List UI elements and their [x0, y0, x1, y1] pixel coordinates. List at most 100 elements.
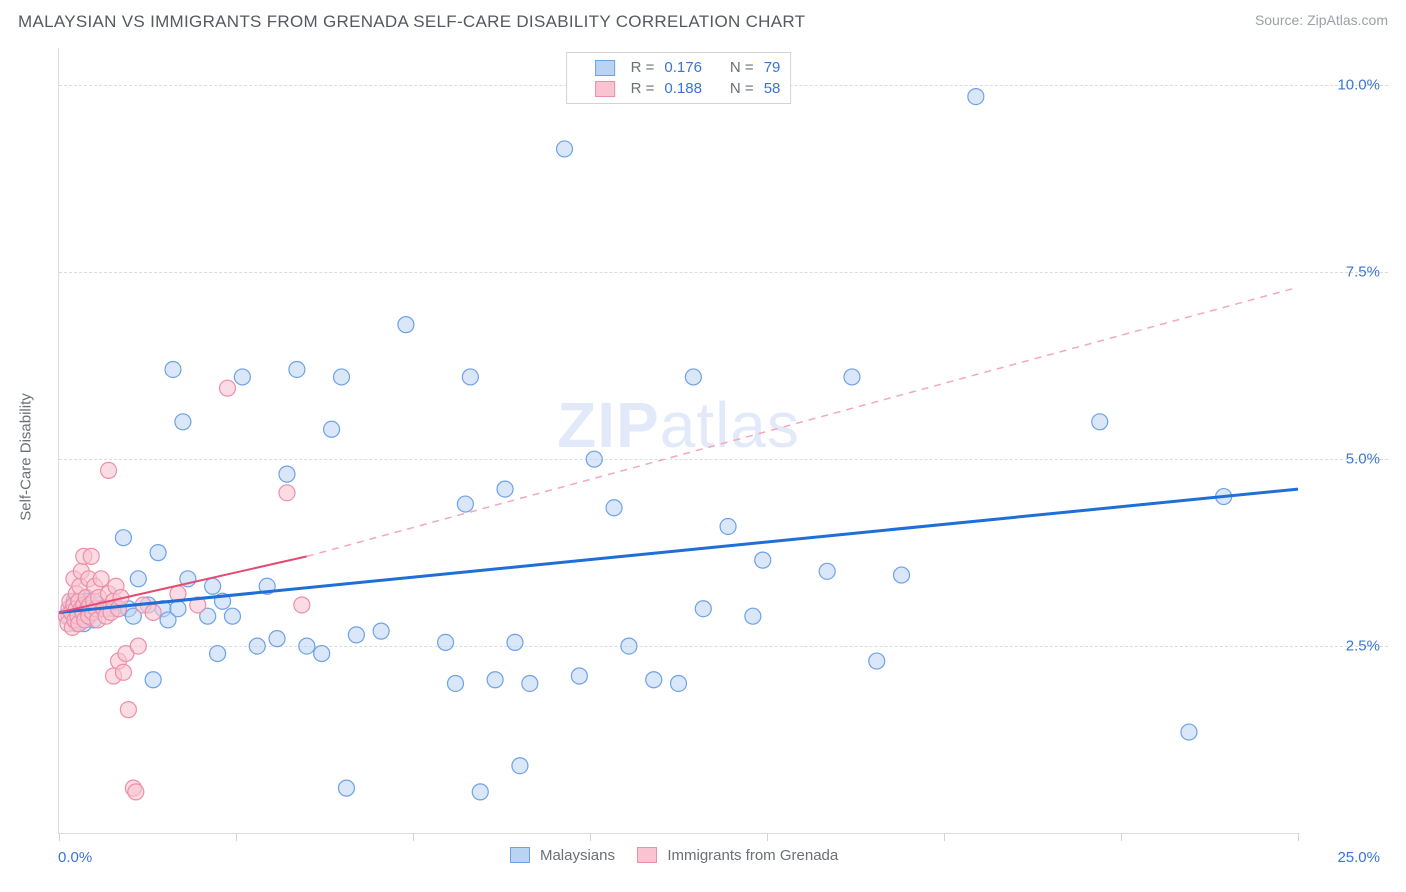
plot-area: ZIPatlas R = 0.176 N = 79 R = 0.188 N = [58, 48, 1298, 834]
y-tick-label: 5.0% [1346, 451, 1380, 468]
data-point [314, 646, 330, 662]
data-point [289, 361, 305, 377]
data-point [324, 421, 340, 437]
data-point [586, 451, 602, 467]
trend-line-series2-dashed [307, 287, 1298, 556]
r-value-2: 0.188 [664, 80, 702, 97]
data-point [128, 784, 144, 800]
legend-row-2: R = 0.188 N = 58 [577, 78, 781, 99]
data-point [685, 369, 701, 385]
data-point [755, 552, 771, 568]
data-point [745, 608, 761, 624]
y-axis-label: Self-Care Disability [18, 393, 35, 521]
data-point [234, 369, 250, 385]
data-point [150, 545, 166, 561]
r-value-1: 0.176 [664, 59, 702, 76]
data-point [462, 369, 478, 385]
x-tick [1121, 833, 1122, 841]
x-tick [59, 833, 60, 841]
swatch-series1 [595, 60, 615, 76]
data-point [497, 481, 513, 497]
footer-label-1: Malaysians [540, 847, 615, 864]
scatter-svg [59, 48, 1298, 833]
data-point [170, 601, 186, 617]
correlation-legend: R = 0.176 N = 79 R = 0.188 N = 58 [566, 52, 792, 104]
data-point [165, 361, 181, 377]
data-point [968, 89, 984, 105]
data-point [83, 548, 99, 564]
footer-label-2: Immigrants from Grenada [667, 847, 838, 864]
data-point [294, 597, 310, 613]
data-point [145, 672, 161, 688]
data-point [115, 530, 131, 546]
y-tick-label: 2.5% [1346, 638, 1380, 655]
data-point [145, 604, 161, 620]
footer-swatch-1 [510, 847, 530, 863]
data-point [522, 675, 538, 691]
data-point [671, 675, 687, 691]
data-point [507, 634, 523, 650]
trend-line-series1 [59, 489, 1298, 612]
data-point [472, 784, 488, 800]
data-point [373, 623, 389, 639]
data-point [120, 702, 136, 718]
x-max-label: 25.0% [1337, 849, 1380, 866]
n-label-2: N = [730, 80, 754, 97]
n-value-1: 79 [764, 59, 781, 76]
swatch-series2 [595, 81, 615, 97]
data-point [646, 672, 662, 688]
data-point [130, 638, 146, 654]
data-point [130, 571, 146, 587]
r-label-1: R = [631, 59, 655, 76]
data-point [338, 780, 354, 796]
chart-container: MALAYSIAN VS IMMIGRANTS FROM GRENADA SEL… [0, 0, 1406, 892]
data-point [571, 668, 587, 684]
header: MALAYSIAN VS IMMIGRANTS FROM GRENADA SEL… [0, 0, 1406, 40]
x-tick [236, 833, 237, 841]
data-point [101, 462, 117, 478]
data-point [175, 414, 191, 430]
r-label-2: R = [631, 80, 655, 97]
data-point [299, 638, 315, 654]
source-label: Source: ZipAtlas.com [1255, 12, 1388, 28]
data-point [512, 758, 528, 774]
data-point [557, 141, 573, 157]
data-point [438, 634, 454, 650]
data-point [1181, 724, 1197, 740]
data-point [1092, 414, 1108, 430]
y-tick-label: 10.0% [1337, 77, 1380, 94]
data-point [279, 485, 295, 501]
data-point [447, 675, 463, 691]
data-point [205, 578, 221, 594]
x-tick [767, 833, 768, 841]
n-label-1: N = [730, 59, 754, 76]
x-tick [1298, 833, 1299, 841]
data-point [606, 500, 622, 516]
data-point [348, 627, 364, 643]
data-point [621, 638, 637, 654]
data-point [220, 380, 236, 396]
data-point [333, 369, 349, 385]
x-tick [944, 833, 945, 841]
x-tick [590, 833, 591, 841]
footer-swatch-2 [637, 847, 657, 863]
data-point [894, 567, 910, 583]
data-point [398, 317, 414, 333]
data-point [93, 571, 109, 587]
data-point [269, 631, 285, 647]
data-point [844, 369, 860, 385]
data-point [279, 466, 295, 482]
data-point [457, 496, 473, 512]
data-point [487, 672, 503, 688]
n-value-2: 58 [764, 80, 781, 97]
x-tick [413, 833, 414, 841]
y-tick-label: 7.5% [1346, 264, 1380, 281]
footer-legend: Malaysians Immigrants from Grenada [32, 847, 1298, 864]
legend-row-1: R = 0.176 N = 79 [577, 57, 781, 78]
data-point [210, 646, 226, 662]
data-point [869, 653, 885, 669]
chart-title: MALAYSIAN VS IMMIGRANTS FROM GRENADA SEL… [18, 12, 805, 32]
data-point [695, 601, 711, 617]
data-point [224, 608, 240, 624]
data-point [720, 518, 736, 534]
